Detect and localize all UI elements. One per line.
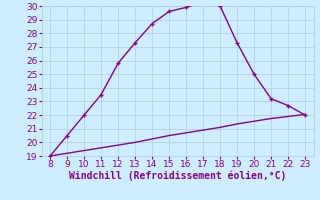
X-axis label: Windchill (Refroidissement éolien,°C): Windchill (Refroidissement éolien,°C) (69, 171, 286, 181)
